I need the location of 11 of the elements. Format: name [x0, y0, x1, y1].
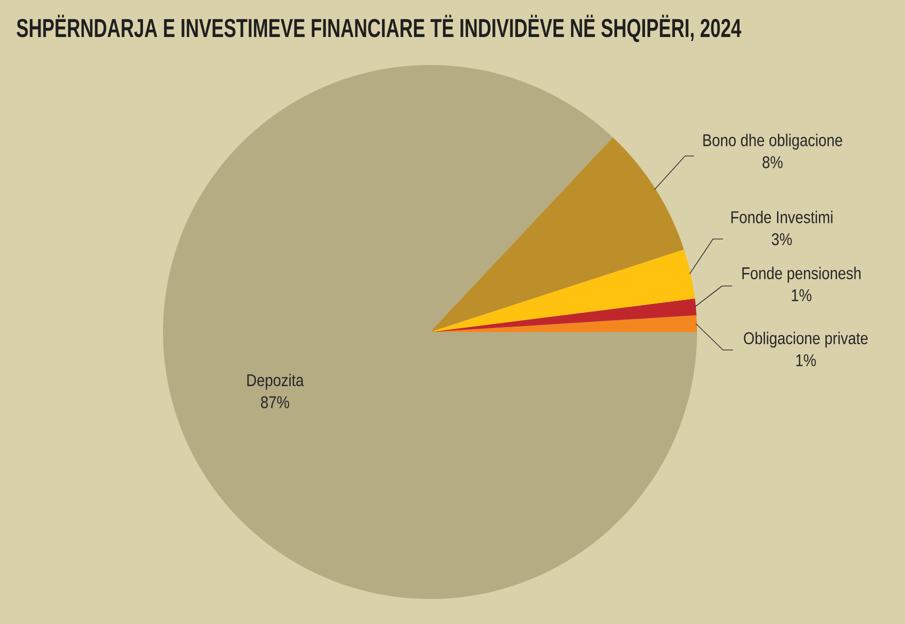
slice-label: Depozita	[247, 374, 304, 390]
data-label: 87%	[261, 396, 290, 408]
slice-label: Fonde pensionesh	[742, 266, 861, 283]
slice-label: Obligacione private	[744, 332, 868, 348]
data-label: 1%	[796, 354, 816, 366]
data-label: 3%	[772, 233, 792, 246]
data-label: 1%	[792, 289, 812, 302]
chart-title: SHPËRNDARJA E INVESTIMEVE FINANCIARE TË INDIVIDËVE NË SHQIPËRI, 2024	[16, 14, 742, 42]
data-label: 8%	[762, 156, 783, 168]
slice-label: Fonde Investimi	[731, 210, 832, 224]
slice-label: Bono dhe obligacione	[703, 134, 842, 150]
